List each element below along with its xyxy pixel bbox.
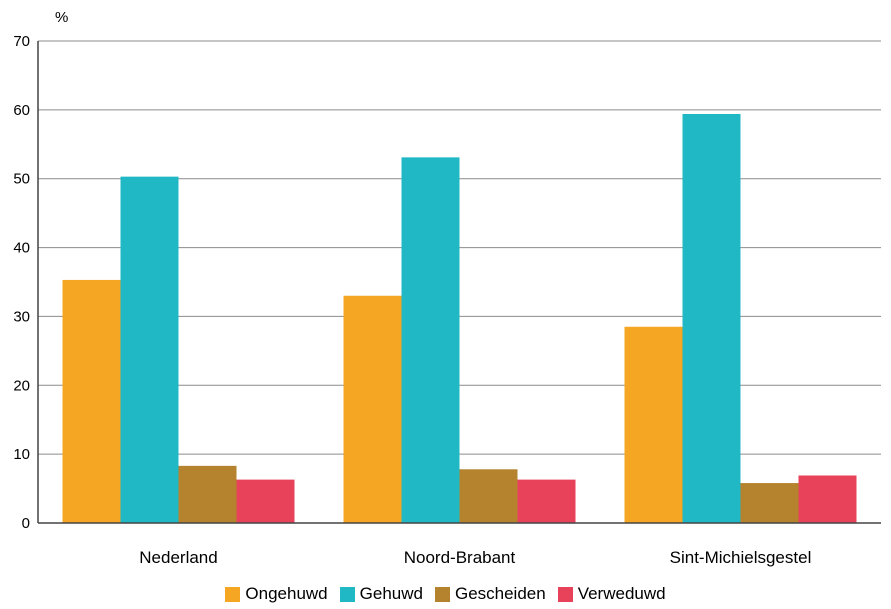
bar-gehuwd-noord-brabant xyxy=(401,157,460,523)
x-tick-label: Noord-Brabant xyxy=(404,548,516,567)
bar-gescheiden-nederland xyxy=(178,465,237,523)
bar-verweduwd-noord-brabant xyxy=(517,479,576,523)
legend-swatch xyxy=(339,586,355,602)
legend-swatch xyxy=(225,586,241,602)
bars xyxy=(62,113,857,524)
legend-item-gescheiden: Gescheiden xyxy=(434,584,546,604)
y-axis-unit-label: % xyxy=(55,9,68,26)
bar-gehuwd-nederland xyxy=(120,176,179,524)
x-tick-label: Nederland xyxy=(139,548,217,567)
y-tick-label: 20 xyxy=(13,377,30,394)
legend-label: Ongehuwd xyxy=(245,584,328,603)
legend-swatch xyxy=(557,586,573,602)
legend-label: Gehuwd xyxy=(359,584,423,603)
y-tick-label: 70 xyxy=(13,33,30,50)
bar-ongehuwd-noord-brabant xyxy=(343,295,402,523)
legend-label: Gescheiden xyxy=(454,584,546,603)
bar-ongehuwd-sint-michielsgestel xyxy=(624,326,683,523)
y-tick-label: 30 xyxy=(13,308,30,325)
legend-item-gehuwd: Gehuwd xyxy=(339,584,423,604)
chart-legend: Ongehuwd Gehuwd Gescheiden Verweduwd xyxy=(0,582,891,606)
legend-item-ongehuwd: Ongehuwd xyxy=(225,584,328,604)
bar-ongehuwd-nederland xyxy=(62,279,121,523)
legend-swatch xyxy=(434,586,450,602)
bar-gescheiden-sint-michielsgestel xyxy=(740,483,799,523)
y-tick-label: 0 xyxy=(22,515,30,532)
y-axis-ticks: 0 10 20 30 40 50 60 70 xyxy=(13,33,30,532)
bar-chart: % 0 10 20 30 40 50 60 70 Nederland Noord-Brabant… xyxy=(13,9,881,567)
y-tick-label: 50 xyxy=(13,171,30,188)
y-tick-label: 60 xyxy=(13,102,30,119)
bar-verweduwd-nederland xyxy=(236,479,295,523)
bar-gehuwd-sint-michielsgestel xyxy=(682,113,741,523)
bar-verweduwd-sint-michielsgestel xyxy=(798,475,857,523)
y-tick-label: 10 xyxy=(13,446,30,463)
x-tick-label: Sint-Michielsgestel xyxy=(670,548,812,567)
legend-label: Verweduwd xyxy=(577,584,666,603)
x-axis-ticks: Nederland Noord-Brabant Sint-Michielsgeste… xyxy=(139,548,811,567)
bar-gescheiden-noord-brabant xyxy=(459,469,518,523)
y-tick-label: 40 xyxy=(13,240,30,257)
legend-item-verweduwd: Verweduwd xyxy=(557,584,666,604)
